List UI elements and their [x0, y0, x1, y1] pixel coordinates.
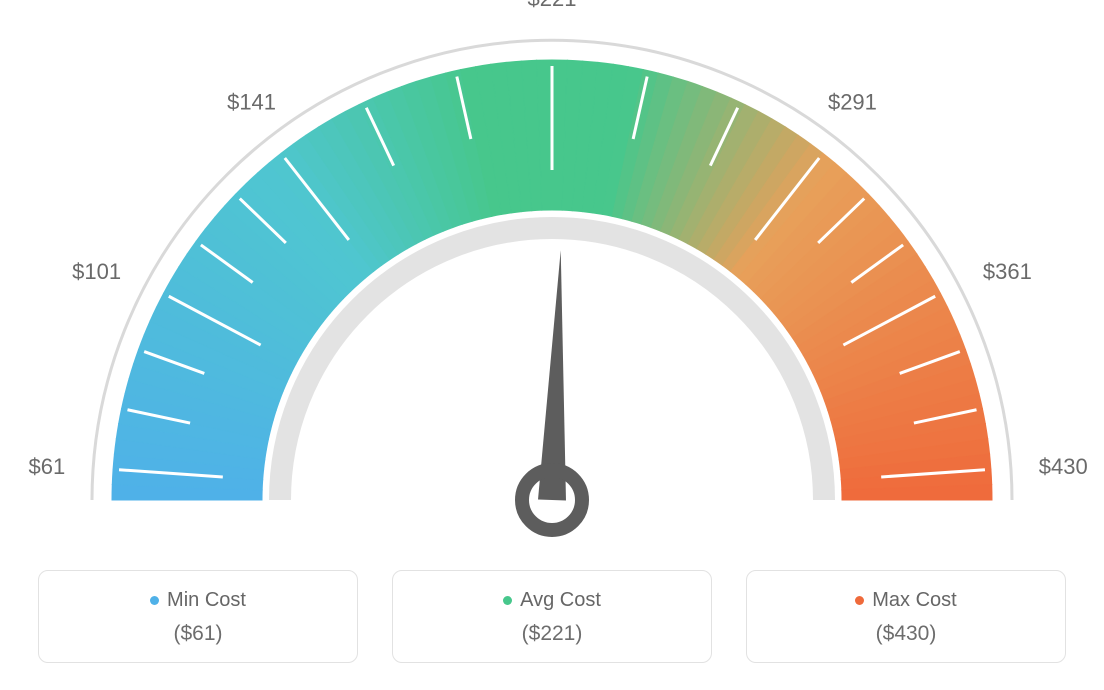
legend-dot-max — [855, 596, 864, 605]
legend-card-max: Max Cost ($430) — [746, 570, 1066, 663]
tick-label: $101 — [72, 259, 121, 284]
legend-value-max: ($430) — [757, 622, 1055, 646]
tick-label: $221 — [528, 0, 577, 11]
cost-gauge-chart: $61 $101 $141 $221 $291 $361 $430 — [0, 0, 1104, 560]
legend-label-avg: Avg Cost — [520, 589, 601, 612]
gauge-svg: $61 $101 $141 $221 $291 $361 $430 — [0, 0, 1104, 560]
legend-dot-min — [150, 596, 159, 605]
legend-label-min: Min Cost — [167, 589, 246, 612]
legend-title-min: Min Cost — [150, 589, 246, 612]
tick-label: $141 — [227, 89, 276, 114]
tick-label: $61 — [28, 454, 65, 479]
legend-title-max: Max Cost — [855, 589, 956, 612]
legend-title-avg: Avg Cost — [503, 589, 601, 612]
tick-label: $430 — [1039, 454, 1088, 479]
gauge-needle — [538, 250, 566, 500]
tick-label: $361 — [983, 259, 1032, 284]
legend-value-min: ($61) — [49, 622, 347, 646]
legend-dot-avg — [503, 596, 512, 605]
legend-card-min: Min Cost ($61) — [38, 570, 358, 663]
tick-label: $291 — [828, 89, 877, 114]
legend-value-avg: ($221) — [403, 622, 701, 646]
legend-card-avg: Avg Cost ($221) — [392, 570, 712, 663]
legend-label-max: Max Cost — [872, 589, 956, 612]
legend-row: Min Cost ($61) Avg Cost ($221) Max Cost … — [0, 570, 1104, 663]
